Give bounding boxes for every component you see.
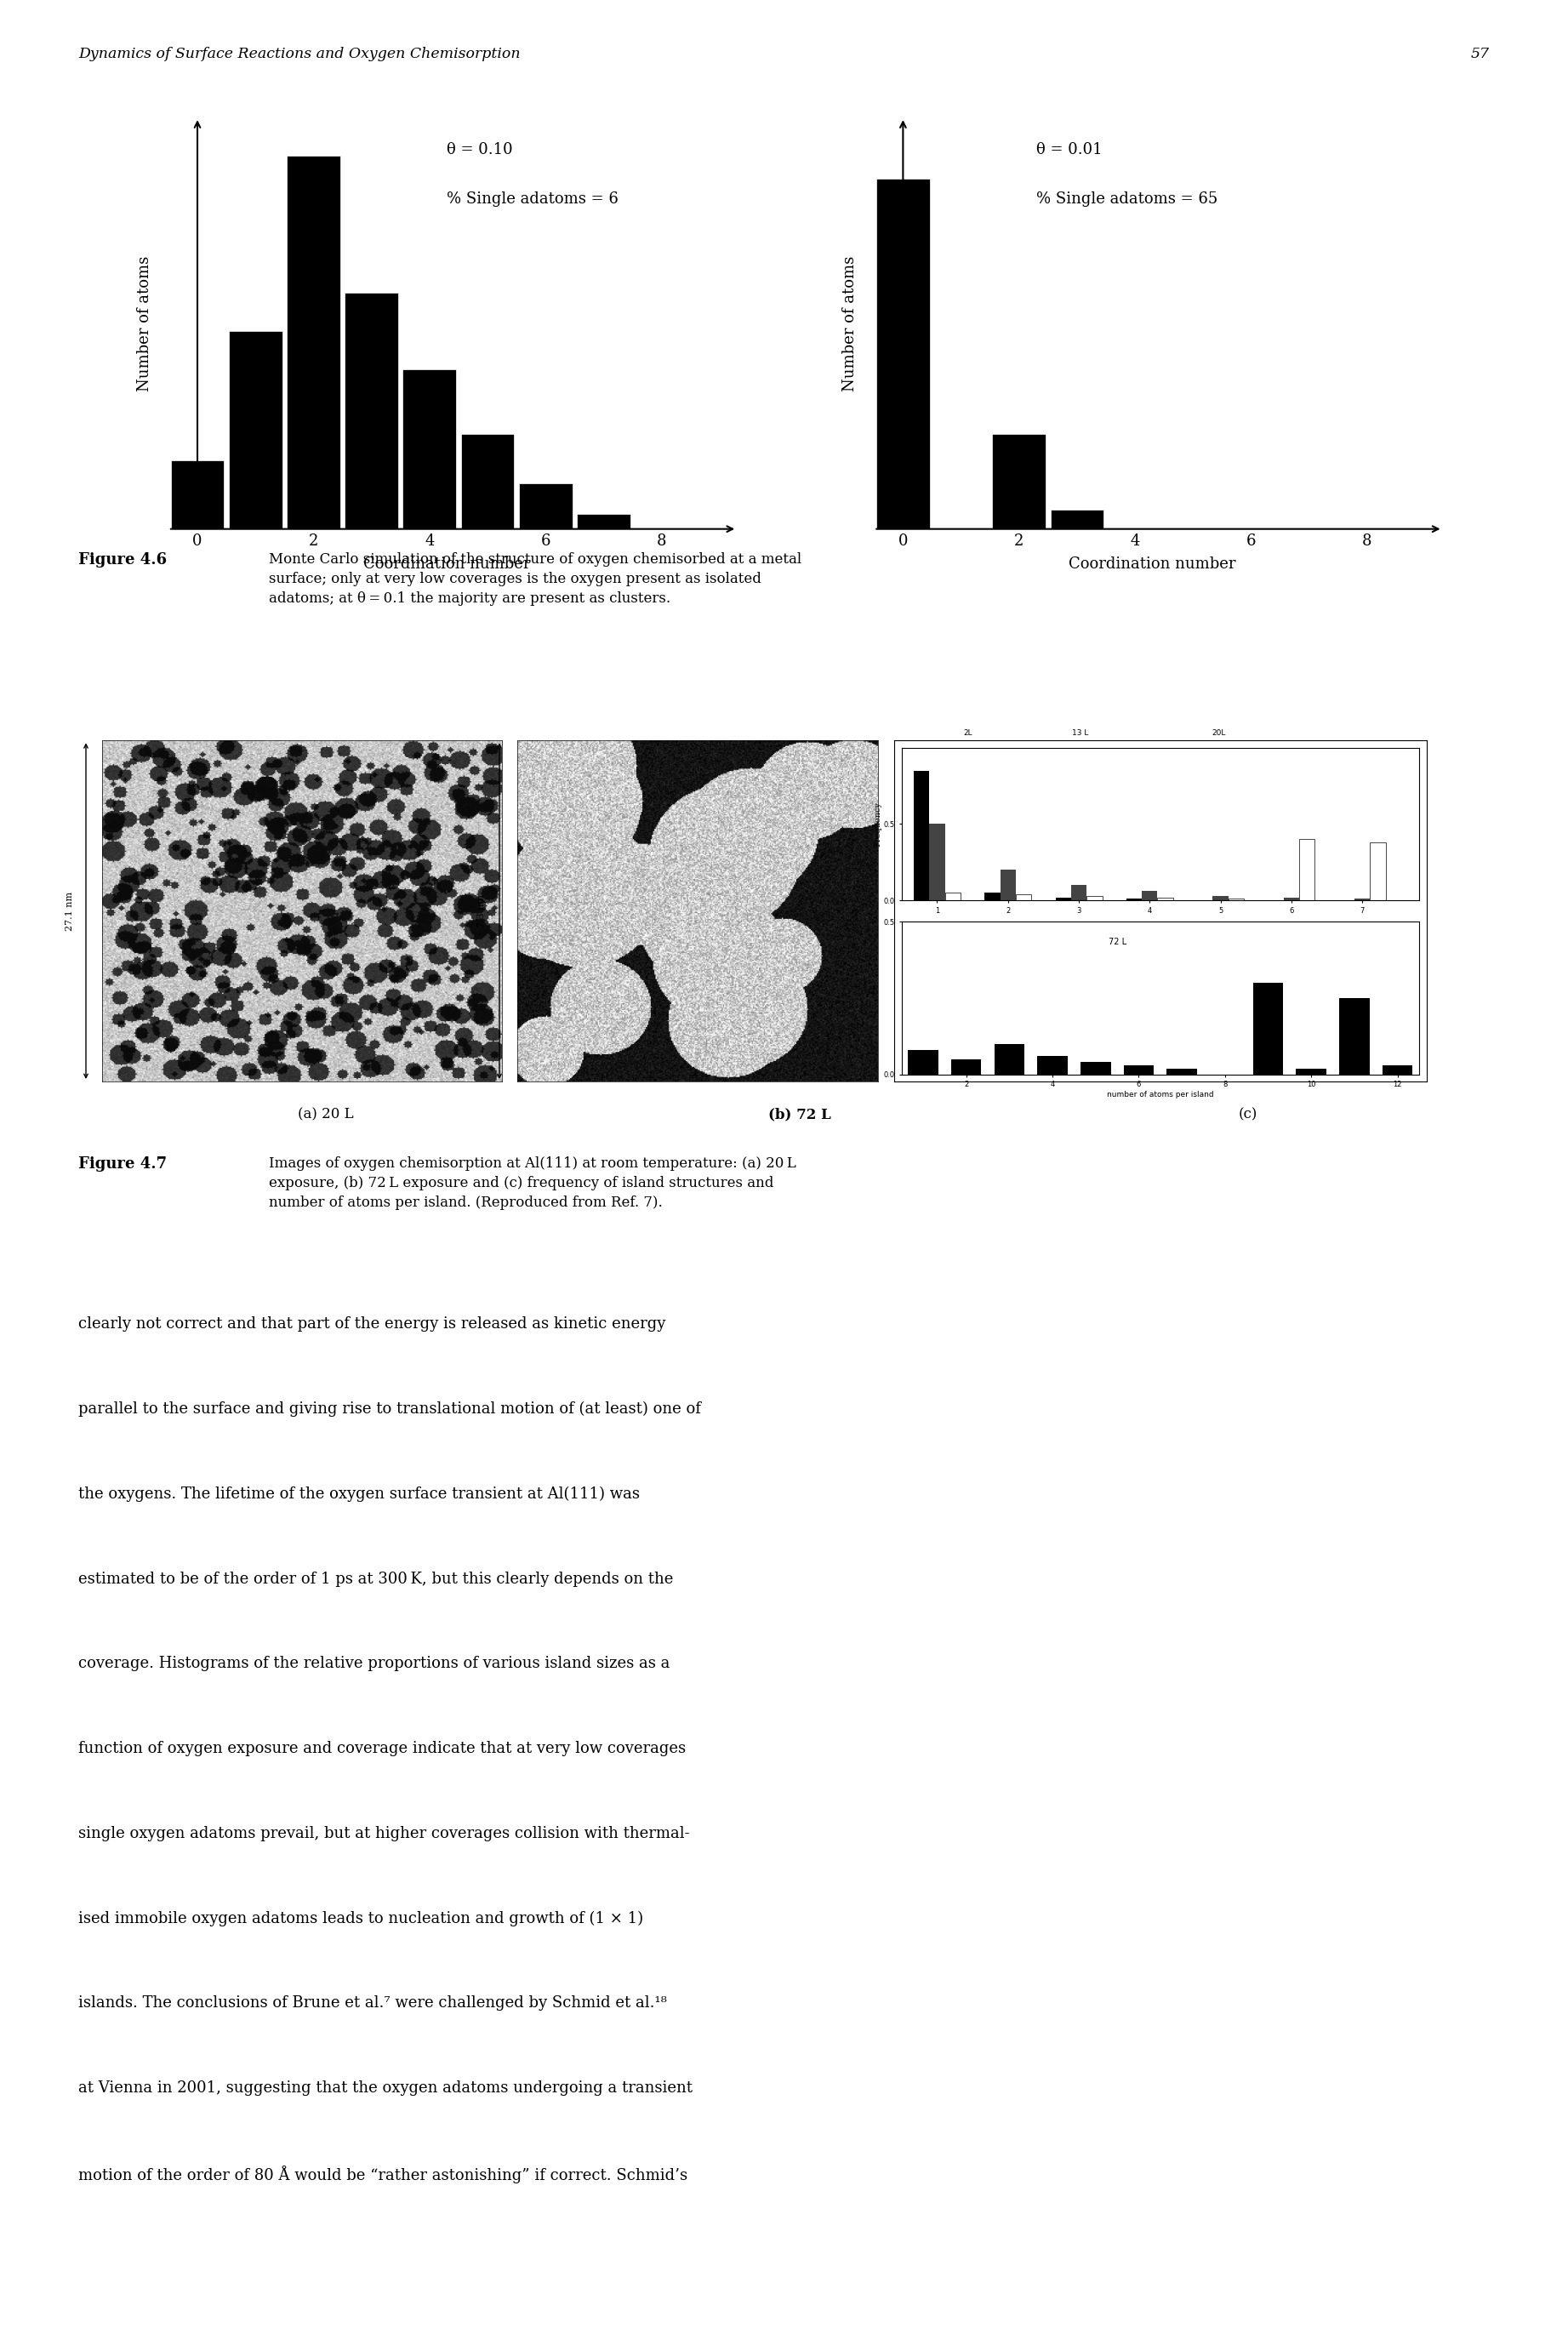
Text: ised immobile oxygen adatoms leads to nucleation and growth of (1 × 1): ised immobile oxygen adatoms leads to nu… xyxy=(78,1911,643,1925)
Text: coverage. Histograms of the relative proportions of various island sizes as a: coverage. Histograms of the relative pro… xyxy=(78,1655,670,1672)
Text: % Single adatoms = 65: % Single adatoms = 65 xyxy=(1036,193,1218,207)
Text: θ = 0.01: θ = 0.01 xyxy=(1036,143,1102,158)
Bar xyxy=(1000,870,1016,900)
Bar xyxy=(1142,891,1157,900)
Bar xyxy=(1167,1067,1196,1074)
Text: Images of oxygen chemisorption at Al(111) at room temperature: (a) 20 L
exposure: Images of oxygen chemisorption at Al(111… xyxy=(270,1157,797,1211)
Bar xyxy=(930,825,946,900)
Text: Monte Carlo simulation of the structure of oxygen chemisorbed at a metal
surface: Monte Carlo simulation of the structure … xyxy=(270,552,801,607)
Bar xyxy=(914,771,930,900)
Bar xyxy=(1051,510,1104,529)
Text: parallel to the surface and giving rise to translational motion of (at least) on: parallel to the surface and giving rise … xyxy=(78,1401,701,1418)
X-axis label: Coordination number: Coordination number xyxy=(364,557,530,571)
Text: 27.1 nm: 27.1 nm xyxy=(66,891,74,931)
X-axis label: number of atoms per island: number of atoms per island xyxy=(1107,1091,1214,1098)
Bar xyxy=(1055,898,1071,900)
Bar xyxy=(1297,1067,1327,1074)
Bar xyxy=(1370,842,1386,900)
Text: 2L: 2L xyxy=(964,729,972,738)
Text: motion of the order of 80 Å would be “rather astonishing” if correct. Schmid’s: motion of the order of 80 Å would be “ra… xyxy=(78,2165,688,2184)
Y-axis label: Number of atoms: Number of atoms xyxy=(136,256,152,390)
Bar xyxy=(993,433,1046,529)
Text: 13 L: 13 L xyxy=(1073,729,1088,738)
Text: 20L: 20L xyxy=(1212,729,1226,738)
Bar xyxy=(403,369,456,529)
Text: % Single adatoms = 6: % Single adatoms = 6 xyxy=(447,193,619,207)
Bar xyxy=(1339,997,1369,1074)
Bar xyxy=(1080,1063,1110,1074)
Text: 72 L: 72 L xyxy=(1109,938,1126,945)
Text: θ = 0.10: θ = 0.10 xyxy=(447,143,513,158)
Bar xyxy=(1284,898,1300,900)
Bar xyxy=(985,893,1000,900)
Text: at Vienna in 2001, suggesting that the oxygen adatoms undergoing a transient: at Vienna in 2001, suggesting that the o… xyxy=(78,2081,693,2095)
Text: function of oxygen exposure and coverage indicate that at very low coverages: function of oxygen exposure and coverage… xyxy=(78,1742,685,1756)
Text: clearly not correct and that part of the energy is released as kinetic energy: clearly not correct and that part of the… xyxy=(78,1317,666,1333)
Text: (b) 72 L: (b) 72 L xyxy=(768,1107,831,1121)
Bar xyxy=(1016,893,1032,900)
Bar xyxy=(1038,1056,1068,1074)
Text: single oxygen adatoms prevail, but at higher coverages collision with thermal-: single oxygen adatoms prevail, but at hi… xyxy=(78,1827,690,1841)
Bar xyxy=(1071,886,1087,900)
Text: 7.3 nm: 7.3 nm xyxy=(477,893,486,929)
Text: (a) 20 L: (a) 20 L xyxy=(298,1107,354,1121)
Text: Figure 4.6: Figure 4.6 xyxy=(78,552,166,569)
Bar xyxy=(229,331,282,529)
Y-axis label: Number of atoms: Number of atoms xyxy=(842,256,858,390)
Bar xyxy=(946,893,961,900)
Bar xyxy=(171,461,224,529)
X-axis label: Coordination number: Coordination number xyxy=(1069,557,1236,571)
Text: the oxygens. The lifetime of the oxygen surface transient at Al(111) was: the oxygens. The lifetime of the oxygen … xyxy=(78,1486,640,1502)
Text: 57: 57 xyxy=(1471,47,1490,61)
Text: (c): (c) xyxy=(1239,1107,1258,1121)
Bar xyxy=(1253,983,1283,1074)
Bar xyxy=(287,155,340,529)
Bar xyxy=(461,433,514,529)
Y-axis label: Frequency: Frequency xyxy=(873,802,881,846)
Text: islands. The conclusions of Brune et al.⁷ were challenged by Schmid et al.¹⁸: islands. The conclusions of Brune et al.… xyxy=(78,1996,666,2010)
Bar xyxy=(1124,1065,1154,1074)
Bar xyxy=(519,484,572,529)
Text: estimated to be of the order of 1 ps at 300 K, but this clearly depends on the: estimated to be of the order of 1 ps at … xyxy=(78,1570,673,1587)
Bar xyxy=(1087,896,1102,900)
Bar xyxy=(577,515,630,529)
Bar xyxy=(952,1058,982,1074)
Bar xyxy=(1383,1065,1413,1074)
Bar xyxy=(908,1051,938,1074)
Bar xyxy=(994,1044,1024,1074)
Bar xyxy=(877,179,930,529)
Text: Figure 4.7: Figure 4.7 xyxy=(78,1157,166,1173)
Bar xyxy=(1300,839,1316,900)
Bar xyxy=(1157,898,1173,900)
Bar xyxy=(1212,896,1228,900)
Text: Dynamics of Surface Reactions and Oxygen Chemisorption: Dynamics of Surface Reactions and Oxygen… xyxy=(78,47,521,61)
Bar xyxy=(345,294,398,529)
